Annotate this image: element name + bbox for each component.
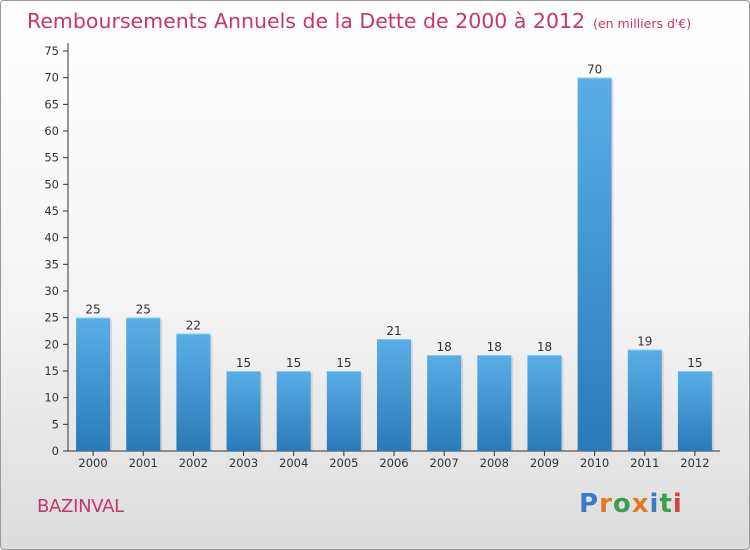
y-tick-label: 40 [44, 231, 59, 245]
data-label-2011: 19 [637, 335, 652, 349]
logo-letter: o [612, 489, 632, 519]
bar-2002 [176, 333, 211, 451]
y-tick-label: 50 [44, 177, 59, 191]
x-tick-label: 2001 [129, 456, 158, 470]
bar-2009 [527, 355, 562, 451]
x-tick-label: 2011 [630, 456, 659, 470]
data-labels: 25 25 22 15 15 15 21 18 18 18 70 19 15 [85, 63, 702, 370]
data-label-2006: 21 [386, 324, 401, 338]
data-label-2000: 25 [85, 303, 100, 317]
x-tick-label: 2009 [530, 456, 559, 470]
data-label-2003: 15 [236, 356, 251, 370]
y-tick-label: 45 [44, 204, 59, 218]
chart-title-text: Remboursements Annuels de la Dette de 20… [27, 9, 586, 33]
x-tick-label: 2006 [379, 456, 408, 470]
logo-letter: t [659, 489, 673, 519]
x-tick-label: 2010 [580, 456, 609, 470]
axes: 0 5 10 15 20 25 30 35 40 45 50 55 60 65 70 75 2000 2001 20… [44, 43, 720, 470]
bar-2006 [377, 339, 411, 451]
x-tick-label: 2005 [329, 456, 358, 470]
y-tick-label: 70 [44, 71, 59, 85]
data-label-2009: 18 [537, 340, 552, 354]
y-tick-label: 10 [44, 391, 59, 405]
x-tick-label: 2002 [179, 456, 208, 470]
logo-letter: r [599, 489, 613, 519]
x-tick-label: 2007 [430, 456, 459, 470]
logo-letter: i [672, 489, 683, 519]
bars [76, 77, 714, 452]
x-tick-label: 2003 [229, 456, 258, 470]
unit-note: (en milliers d'€) [593, 16, 692, 31]
chart-title: Remboursements Annuels de la Dette de 20… [27, 9, 691, 33]
data-label-2012: 15 [687, 356, 702, 370]
place-name: BAZINVAL [37, 496, 124, 517]
proxiti-logo: Proxiti [579, 489, 683, 519]
bar-2003 [226, 371, 261, 451]
y-tick-label: 20 [44, 337, 59, 351]
bar-2010 [577, 77, 612, 452]
bar-2007 [427, 355, 462, 451]
y-tick-label: 55 [44, 151, 59, 165]
logo-letter: P [579, 489, 600, 519]
y-tick-label: 5 [52, 417, 59, 431]
y-tick-label: 15 [44, 364, 59, 378]
y-tick-label: 65 [44, 97, 59, 111]
data-label-2001: 25 [136, 303, 151, 317]
data-label-2005: 15 [336, 356, 351, 370]
y-tick-label: 60 [44, 124, 59, 138]
bar-2004 [276, 371, 311, 451]
bar-2011 [627, 349, 662, 451]
data-label-2007: 18 [437, 340, 452, 354]
logo-letter: x [631, 489, 650, 519]
bar-2005 [326, 371, 361, 451]
y-tick-label: 25 [44, 311, 59, 325]
bar-2001 [126, 317, 161, 451]
y-tick-label: 35 [44, 257, 59, 271]
y-tick-label: 30 [44, 284, 59, 298]
bar-2012 [677, 371, 712, 451]
x-tick-label: 2000 [78, 456, 107, 470]
x-tick-label: 2004 [279, 456, 308, 470]
data-label-2002: 22 [186, 319, 201, 333]
x-tick-label: 2012 [680, 456, 709, 470]
y-tick-label: 75 [44, 44, 59, 58]
data-label-2004: 15 [286, 356, 301, 370]
y-tick-label: 0 [52, 444, 59, 458]
data-label-2008: 18 [487, 340, 502, 354]
bar-2000 [76, 317, 111, 451]
bar-2008 [477, 355, 512, 451]
logo-letter: i [649, 489, 660, 519]
data-label-2010: 70 [587, 63, 602, 77]
x-tick-label: 2008 [480, 456, 509, 470]
